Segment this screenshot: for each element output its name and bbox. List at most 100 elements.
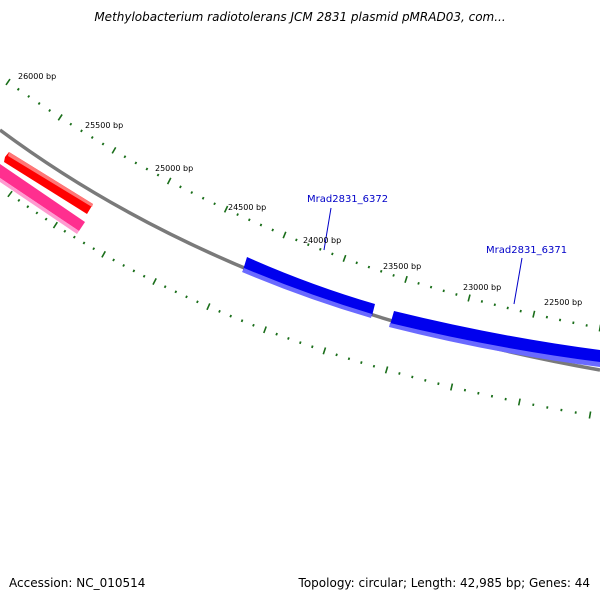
scale-label-24000: 24000 bp xyxy=(303,236,341,245)
gene-label-6372[interactable]: Mrad2831_6372 xyxy=(307,194,388,205)
gene-pink[interactable] xyxy=(0,164,85,231)
scale-label-26000: 26000 bp xyxy=(18,72,56,81)
gene-pink-shadow xyxy=(0,178,79,234)
inner-ring-minor-tick xyxy=(347,357,351,361)
outer-ring-major-tick xyxy=(111,146,117,154)
outer-ring-major-tick xyxy=(467,294,471,302)
outer-ring-minor-tick xyxy=(80,129,83,133)
outer-ring-major-tick xyxy=(342,254,347,262)
inner-ring-minor-tick xyxy=(299,341,302,345)
inner-ring-minor-tick xyxy=(112,258,115,262)
outer-ring-minor-tick xyxy=(417,281,420,285)
outer-ring-minor-tick xyxy=(236,213,239,216)
inner-ring-minor-tick xyxy=(132,269,136,273)
inner-ring-major-tick xyxy=(263,326,267,334)
inner-ring-minor-tick xyxy=(82,241,86,245)
inner-ring-minor-tick xyxy=(424,378,427,382)
outer-ring-minor-tick xyxy=(27,94,31,98)
inner-ring-minor-tick xyxy=(72,235,76,239)
outer-ring-minor-tick xyxy=(69,122,73,126)
inner-ring-major-tick xyxy=(152,278,157,285)
inner-tick-ring xyxy=(7,190,592,419)
inner-ring-minor-tick xyxy=(490,394,494,398)
outer-ring-minor-tick xyxy=(506,306,509,310)
outer-ring-minor-tick xyxy=(572,321,575,325)
outer-ring-minor-tick xyxy=(319,247,322,251)
outer-ring-minor-tick xyxy=(493,303,496,307)
outer-ring-minor-tick xyxy=(392,273,395,277)
inner-ring-minor-tick xyxy=(360,361,363,364)
inner-ring-minor-tick xyxy=(122,263,125,267)
outer-ring-minor-tick xyxy=(295,238,298,242)
scale-label-24500: 24500 bp xyxy=(228,203,266,212)
outer-ring-minor-tick xyxy=(519,309,522,313)
inner-ring-minor-tick xyxy=(437,382,440,386)
outer-ring-major-tick xyxy=(57,114,63,121)
leader-line-6371 xyxy=(513,257,523,305)
gene-label-6371[interactable]: Mrad2831_6371 xyxy=(486,245,567,256)
gene-mrad2831-6372[interactable] xyxy=(243,257,375,316)
inner-ring-major-tick xyxy=(101,250,106,258)
outer-ring-minor-tick xyxy=(429,285,433,289)
inner-ring-minor-tick xyxy=(17,198,21,202)
outer-ring-minor-tick xyxy=(271,228,275,232)
outer-ring-minor-tick xyxy=(101,142,105,146)
outer-ring-minor-tick xyxy=(480,300,484,303)
scale-label-25500: 25500 bp xyxy=(85,121,123,130)
inner-ring-minor-tick xyxy=(372,364,376,368)
outer-ring-minor-tick xyxy=(156,173,160,177)
inner-ring-minor-tick xyxy=(411,375,414,379)
map-title: Methylobacterium radiotolerans JCM 2831 … xyxy=(94,10,506,24)
outer-ring-minor-tick xyxy=(123,155,127,159)
outer-ring-minor-tick xyxy=(442,289,445,293)
inner-ring-minor-tick xyxy=(252,323,255,327)
inner-ring-minor-tick xyxy=(335,353,338,357)
gene-red-shadow xyxy=(8,152,93,207)
outer-ring-major-tick xyxy=(223,205,229,213)
gene-mrad2831-6371[interactable] xyxy=(390,311,600,364)
outer-ring-minor-tick xyxy=(201,196,205,200)
outer-ring-minor-tick xyxy=(213,202,216,206)
outer-ring-minor-tick xyxy=(37,102,41,105)
inner-ring-major-tick xyxy=(52,221,58,229)
outer-ring-minor-tick xyxy=(90,136,94,139)
inner-ring-major-tick xyxy=(588,411,592,419)
outer-ring-minor-tick xyxy=(367,265,371,269)
outer-ring-major-tick xyxy=(532,310,536,318)
leader-line-6372 xyxy=(323,207,332,251)
outer-ring-minor-tick xyxy=(355,261,358,265)
inner-ring-major-tick xyxy=(450,383,454,391)
inner-ring-minor-tick xyxy=(398,372,401,375)
outer-ring-minor-tick xyxy=(558,318,562,322)
outer-ring-minor-tick xyxy=(455,293,458,296)
scale-label-22500: 22500 bp xyxy=(544,298,582,307)
inner-ring-minor-tick xyxy=(287,337,290,340)
outer-ring-minor-tick xyxy=(331,252,334,256)
inner-ring-major-tick xyxy=(384,366,389,374)
inner-ring-minor-tick xyxy=(196,300,199,304)
inner-ring-major-tick xyxy=(322,347,327,355)
accession-text: Accession: NC_010514 xyxy=(9,576,146,590)
inner-ring-minor-tick xyxy=(311,345,314,349)
outer-ring-minor-tick xyxy=(379,269,383,273)
outer-ring-major-tick xyxy=(166,177,172,185)
inner-ring-minor-tick xyxy=(142,274,146,278)
scale-label-25000: 25000 bp xyxy=(155,164,193,173)
inner-ring-minor-tick xyxy=(163,285,167,289)
inner-ring-minor-tick xyxy=(275,332,278,336)
outer-ring-minor-tick xyxy=(307,243,310,247)
outer-tick-ring xyxy=(5,78,600,332)
outer-ring-minor-tick xyxy=(545,315,549,319)
inner-ring-minor-tick xyxy=(229,314,233,318)
inner-ring-minor-tick xyxy=(174,290,178,294)
inner-ring-minor-tick xyxy=(218,309,221,313)
outer-ring-major-tick xyxy=(404,275,408,283)
gene-mrad2831-6372-highlight xyxy=(242,268,372,318)
outer-ring-major-tick xyxy=(5,78,11,86)
inner-ring-major-tick xyxy=(206,303,211,311)
inner-ring-minor-tick xyxy=(44,217,48,221)
inner-ring-minor-tick xyxy=(504,397,507,401)
inner-ring-minor-tick xyxy=(185,295,188,299)
gene-red[interactable] xyxy=(4,152,93,214)
